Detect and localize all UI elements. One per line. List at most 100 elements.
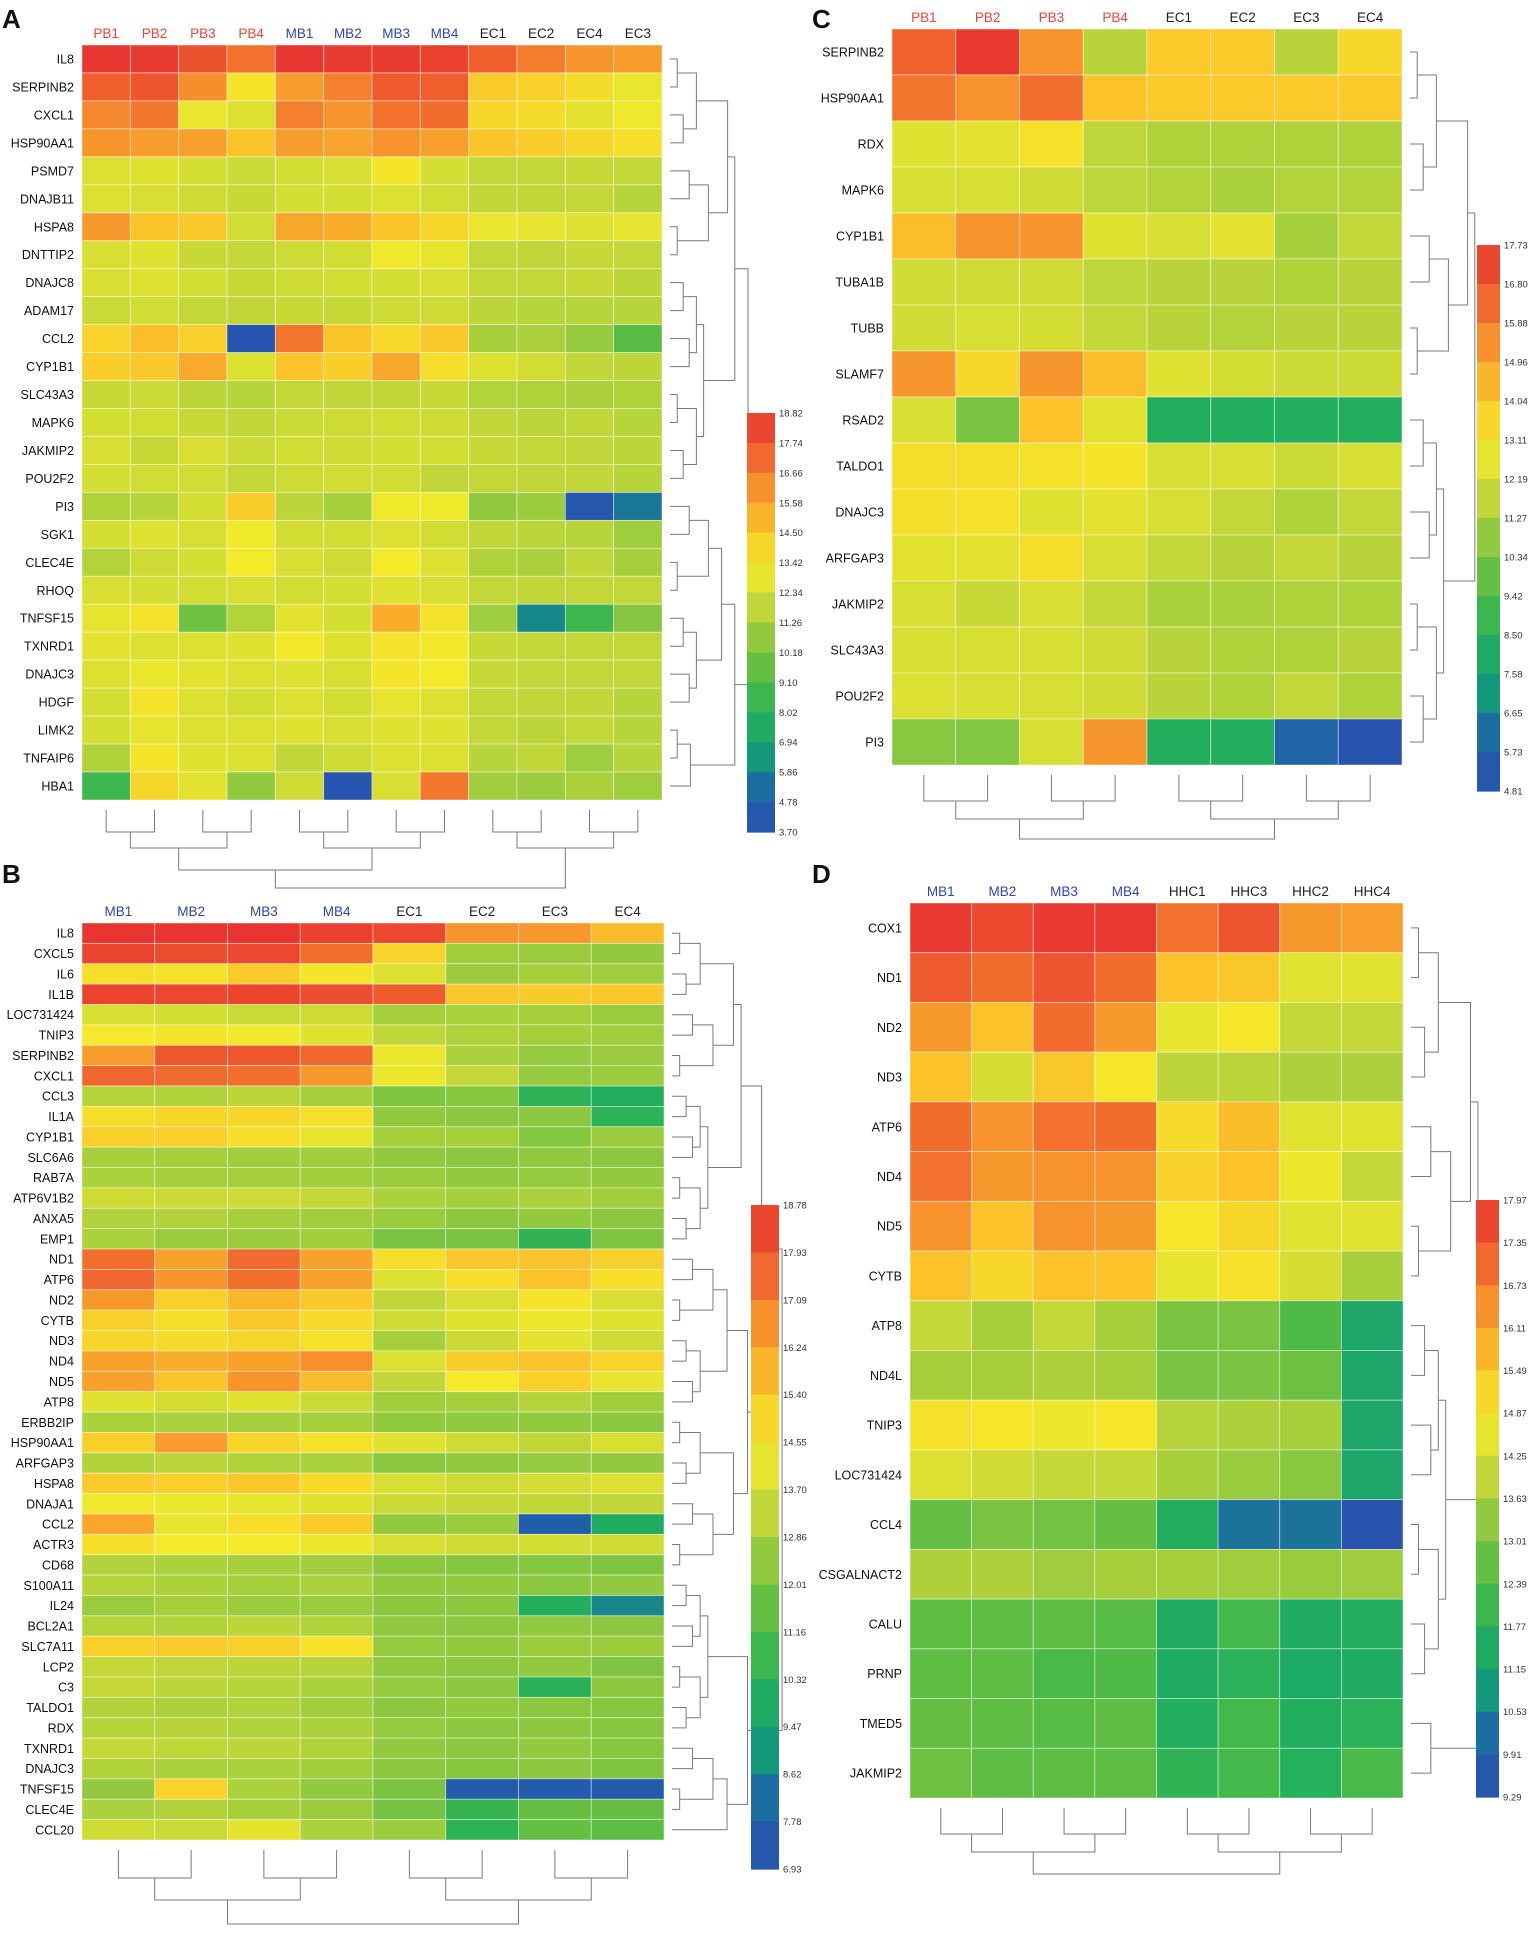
panel-b-cell-cytb-ec2	[445, 1309, 519, 1331]
panel-a-cell-dnajc8-ec3	[613, 268, 663, 298]
panel-c-column-label: EC4	[1357, 10, 1384, 25]
panel-c-colorbar-segment	[1477, 713, 1500, 753]
panel-b-cell-il24-ec2	[445, 1595, 519, 1617]
panel-c-column-label: PB1	[911, 10, 937, 25]
panel-b-row-label: CXCL1	[34, 1069, 74, 1083]
panel-b-cell-loc731424-ec2	[445, 1004, 519, 1026]
panel-b-cell-il6-ec1	[372, 963, 447, 985]
panel-d-row-label: ND3	[877, 1071, 902, 1085]
panel-b-cell-nd4-ec1	[372, 1350, 447, 1372]
panel-d-cell-atp6-mb3	[1032, 1101, 1096, 1153]
panel-c-cell-pi3-ec3	[1274, 718, 1339, 766]
panel-b-cell-nd5-ec3	[518, 1370, 592, 1393]
panel-a-cell-il8-mb2	[323, 44, 373, 74]
panel-b-cell-dnajc3-ec2	[445, 1758, 519, 1780]
panel-b-cell-clec4e-ec2	[445, 1798, 519, 1821]
panel-a-cell-pi3-pb3	[178, 492, 228, 521]
panel-d-colorbar-tick: 12.39	[1503, 1579, 1527, 1590]
panel-c-row-label: HSP90AA1	[821, 92, 884, 106]
panel-b-cell-atp6v1b2-mb2	[154, 1187, 228, 1209]
panel-a-row-label: SGK1	[41, 528, 74, 542]
panel-b-cell-tnfsf15-ec1	[372, 1778, 447, 1800]
panel-b-cell-ccl2-ec4	[590, 1513, 665, 1535]
panel-b-cell-ccl3-ec3	[518, 1085, 592, 1107]
panel-letter-b: B	[2, 859, 21, 889]
panel-a-cell-tnfsf15-ec4	[564, 603, 615, 633]
panel-a-cell-cxcl1-pb2	[129, 100, 180, 130]
panel-d-cell-tmed5-hhc3	[1217, 1698, 1281, 1749]
panel-b-cell-atp6v1b2-mb4	[299, 1187, 374, 1209]
panel-b-cell-hsp90aa1-ec4	[590, 1432, 665, 1454]
panel-c-cell-jakmip2-pb3	[1019, 580, 1084, 628]
panel-a-cell-rhoq-pb3	[178, 575, 228, 605]
panel-a-cell-dnajc8-mb2	[323, 268, 373, 298]
panel-b-cell-atp6-mb1	[81, 1269, 156, 1291]
panel-a-cell-psmd7-pb2	[129, 156, 180, 186]
panel-b-cell-il1b-ec3	[518, 983, 592, 1005]
panel-a-cell-dnajc8-ec2	[516, 268, 566, 298]
panel-a-cell-sgk1-pb4	[226, 519, 276, 549]
panel-b-cell-ccl20-ec3	[518, 1819, 592, 1841]
panel-a-cell-pou2f2-mb1	[274, 464, 325, 493]
panel-c-cell-dnajc3-pb2	[955, 488, 1020, 536]
panel-c-colorbar-segment	[1477, 440, 1500, 480]
panel-b-cell-cytb-mb1	[81, 1309, 156, 1331]
panel-b-colorbar-segment	[751, 1821, 779, 1870]
panel-b-cell-cxcl5-mb4	[299, 942, 374, 965]
panel-b-cell-dnajc3-mb4	[299, 1758, 374, 1780]
panel-c-cell-hsp90aa1-ec1	[1146, 74, 1212, 122]
panel-b-row-label: CYP1B1	[26, 1130, 74, 1144]
panel-d-column-label: MB3	[1050, 884, 1078, 899]
panel-d-cell-jakmip2-mb1	[909, 1747, 973, 1799]
panel-b-cell-taldo1-mb3	[227, 1696, 301, 1719]
panel-d-cell-nd5-hhc1	[1156, 1200, 1219, 1252]
panel-b-cell-ccl3-mb1	[81, 1085, 156, 1107]
panel-b-cell-clec4e-mb1	[81, 1798, 156, 1821]
panel-a-cell-rhoq-ec1	[468, 575, 518, 605]
panel-a-colorbar-tick: 10.18	[779, 648, 803, 659]
panel-c-cell-rdx-pb1	[891, 120, 957, 168]
panel-a-cell-pi3-mb1	[274, 492, 325, 521]
panel-b-cell-nd3-ec1	[372, 1330, 447, 1352]
panel-b-cell-slc7a11-mb3	[227, 1635, 301, 1657]
panel-d-cell-calu-hhc1	[1156, 1598, 1219, 1650]
panel-b-cell-dnaja1-mb1	[81, 1493, 156, 1515]
panel-b-cell-slc6a6-ec4	[590, 1146, 665, 1168]
panel-c-cell-tuba1b-ec3	[1274, 258, 1339, 306]
panel-b-cell-il8-ec1	[372, 922, 447, 944]
panel-c-cell-tubb-ec3	[1274, 304, 1339, 352]
panel-b-cell-dnajc3-ec3	[518, 1758, 592, 1780]
panel-a-cell-slc43a3-ec4	[564, 380, 615, 409]
panel-c-cell-jakmip2-ec4	[1337, 580, 1403, 628]
panel-a-cell-jakmip2-pb1	[81, 436, 131, 465]
panel-b-row-label: CCL20	[35, 1823, 74, 1837]
panel-d-cell-atp6-hhc2	[1279, 1101, 1342, 1153]
panel-d-cell-nd3-mb1	[909, 1051, 973, 1103]
panel-b-row-label: ERBB2IP	[21, 1416, 74, 1430]
panel-a-cell-mapk6-pb4	[226, 408, 276, 437]
panel-b-cell-anxa5-mb3	[227, 1207, 301, 1230]
panel-c-colorbar-tick: 12.19	[1504, 475, 1528, 486]
panel-b-cell-atp8-ec3	[518, 1391, 592, 1413]
panel-a-colorbar-segment	[747, 652, 775, 683]
panel-b-cell-hspa8-ec1	[372, 1472, 447, 1494]
panel-a-cell-dnajc3-mb2	[323, 659, 373, 689]
panel-d-cell-loc731424-mb1	[909, 1449, 973, 1501]
panel-d-cell-nd4-mb3	[1032, 1151, 1096, 1202]
panel-c-colorbar-segment	[1477, 752, 1500, 792]
panel-b-cell-serpinb2-ec1	[372, 1044, 447, 1067]
panel-a-colorbar-tick: 14.50	[779, 528, 803, 539]
panel-c-colorbar-segment	[1477, 245, 1500, 285]
panel-b-cell-clec4e-ec3	[518, 1798, 592, 1821]
panel-a-cell-cxcl1-mb2	[323, 100, 373, 130]
panel-b-cell-taldo1-ec4	[590, 1696, 665, 1719]
panel-b-cell-cd68-ec1	[372, 1554, 447, 1576]
panel-d-colorbar-tick: 13.63	[1503, 1494, 1527, 1505]
panel-d-row-label: CALU	[869, 1617, 902, 1631]
panel-a-cell-il8-pb1	[81, 44, 131, 74]
panel-b-cell-ccl20-ec1	[372, 1819, 447, 1841]
panel-a-cell-txnrd1-pb4	[226, 631, 276, 661]
panel-a-cell-tnfaip6-mb1	[274, 743, 325, 773]
panel-b-cell-il8-mb4	[299, 922, 374, 944]
panel-d-cell-calu-hhc2	[1279, 1598, 1342, 1650]
